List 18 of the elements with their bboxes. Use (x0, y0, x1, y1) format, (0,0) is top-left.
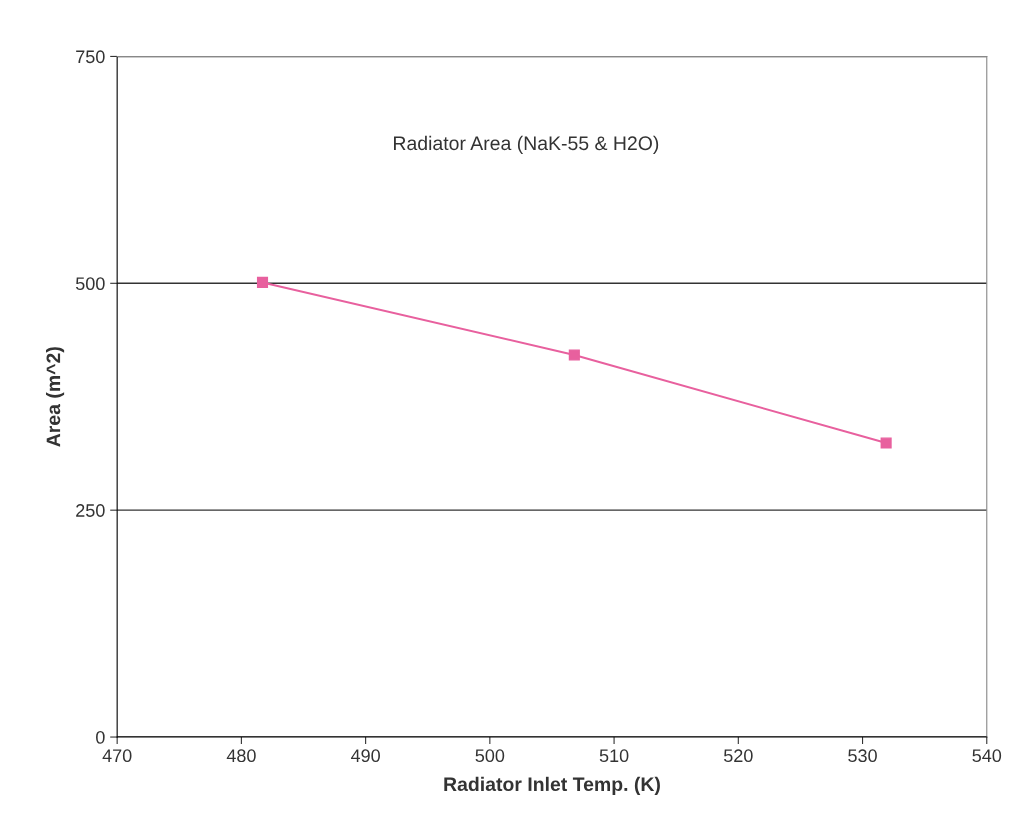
x-tick-label: 490 (350, 749, 380, 763)
y-tick-label: 250 (76, 504, 105, 517)
x-tick-label: 520 (723, 749, 753, 763)
point (880, 437, 892, 449)
point (256, 276, 269, 288)
x-tick-label: 540 (972, 749, 1002, 763)
y-axis-title: Area (m^2) (46, 347, 65, 447)
x-tick-label: 480 (226, 749, 256, 763)
text: Radiator Area (NaK-55 & H2O) (394, 135, 659, 154)
y-tick-label: 0 (96, 730, 105, 744)
x-axis-title: Radiator Inlet Temp. (K) (444, 776, 660, 795)
x-tick-label: 530 (848, 749, 877, 763)
x-tick-label: 470 (102, 749, 132, 763)
x-tick-label: 510 (599, 749, 629, 763)
y-tick-label: 500 (75, 277, 105, 291)
x-tick-label: 500 (475, 749, 505, 763)
y-tick-label: 750 (76, 50, 105, 64)
point (568, 349, 580, 361)
